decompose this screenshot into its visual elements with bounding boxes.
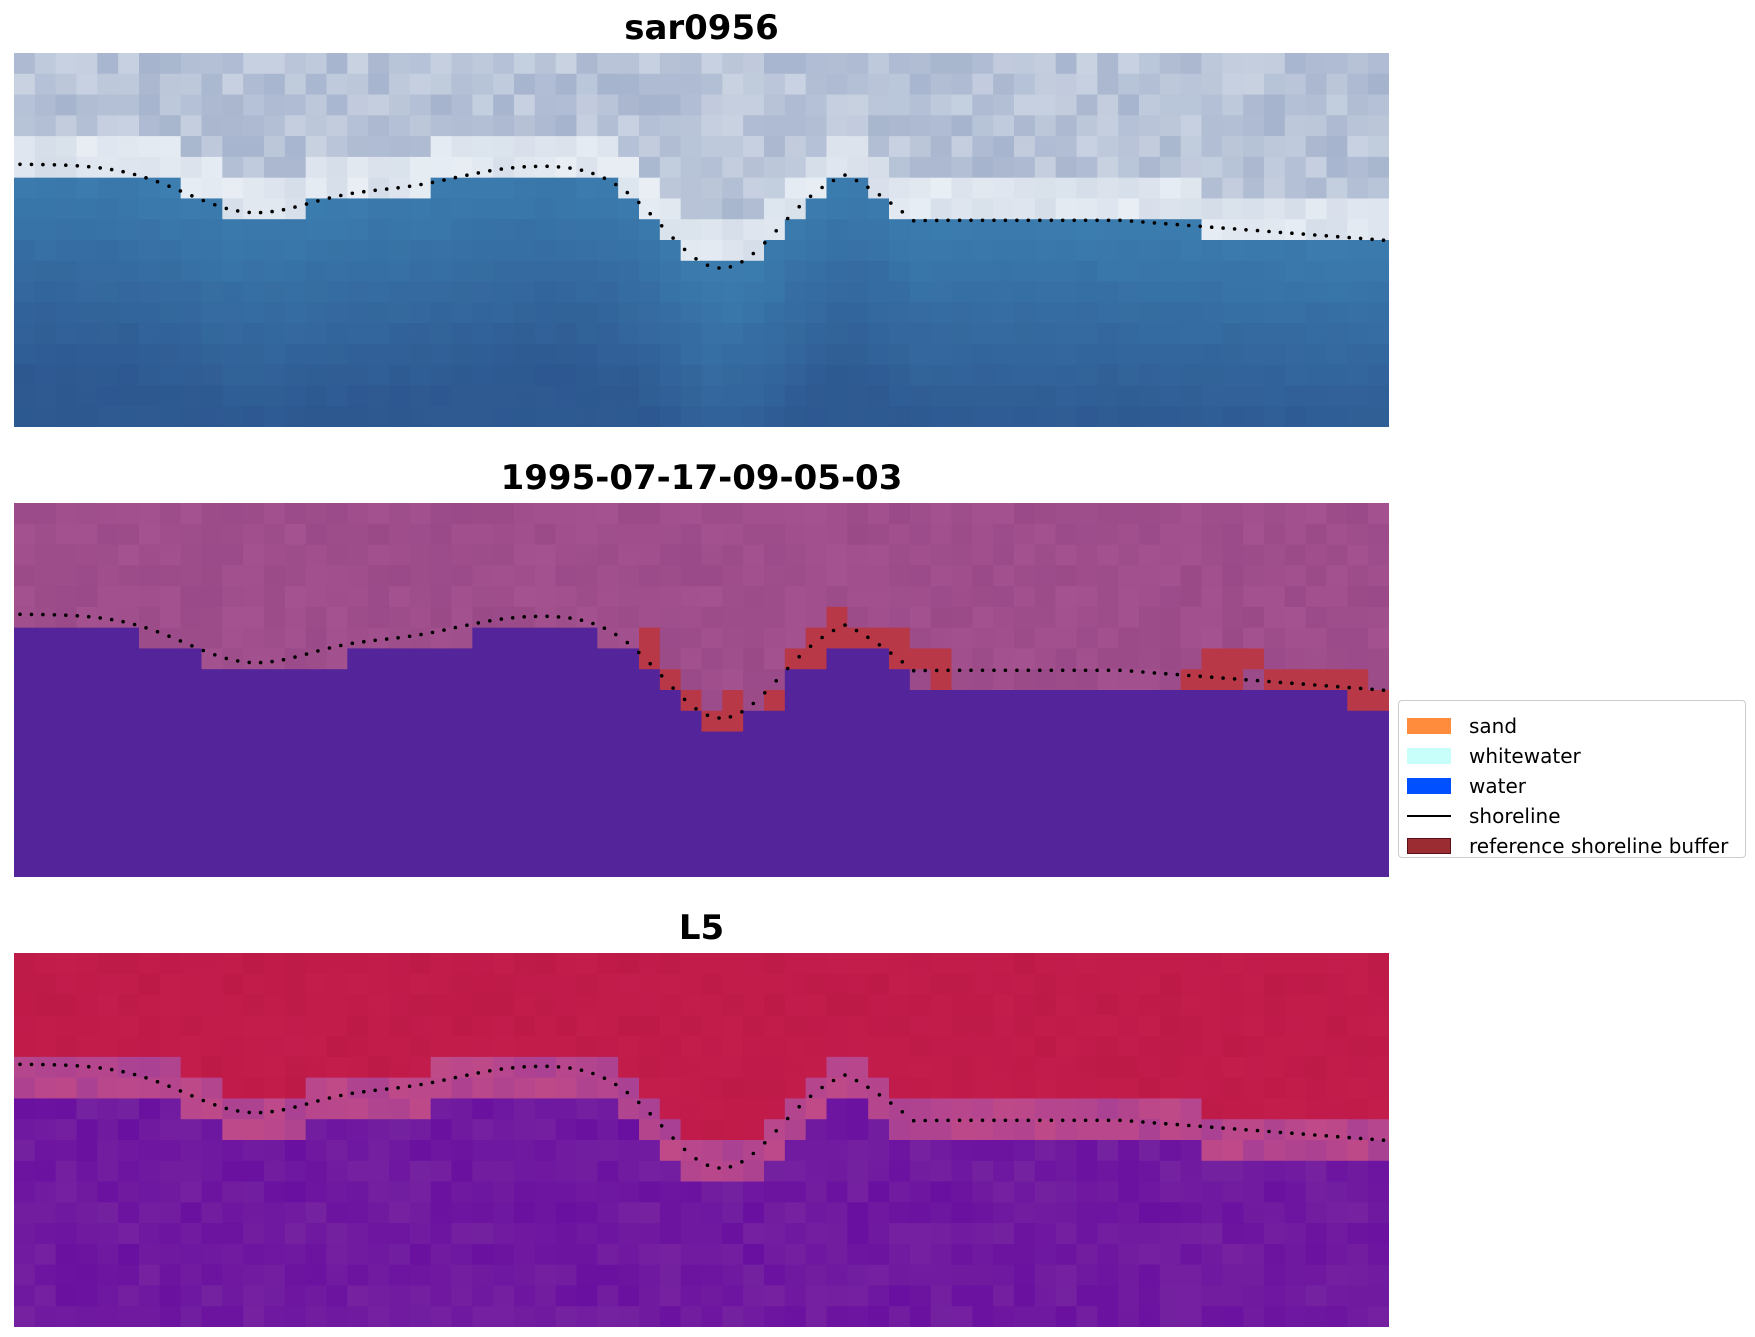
raster-image [14, 953, 1389, 1327]
legend-item-sand: sand [1407, 711, 1517, 741]
shoreline-dots [18, 1062, 1386, 1170]
reference-buffer-swatch [1407, 838, 1451, 854]
water-swatch [1407, 778, 1451, 794]
index-image-panel [14, 953, 1389, 1327]
shoreline-dots [18, 162, 1386, 270]
panel-title-1: sar0956 [624, 8, 779, 48]
panel-title-2: 1995-07-17-09-05-03 [500, 458, 903, 498]
sand-swatch [1407, 718, 1451, 734]
panel-title-3: L5 [678, 908, 725, 948]
classified-image-panel [14, 503, 1389, 877]
whitewater-swatch [1407, 748, 1451, 764]
legend-item-whitewater: whitewater [1407, 741, 1581, 771]
raster-image [14, 53, 1389, 427]
legend-item-shoreline: shoreline [1407, 801, 1561, 831]
legend-label: whitewater [1469, 744, 1581, 768]
legend: sand whitewater water shoreline referenc… [1398, 700, 1746, 858]
shoreline-dots [18, 612, 1386, 720]
legend-item-reference-buffer: reference shoreline buffer [1407, 831, 1728, 861]
legend-label: shoreline [1469, 804, 1561, 828]
legend-label: water [1469, 774, 1526, 798]
raster-image [14, 503, 1389, 877]
rgb-image-panel [14, 53, 1389, 427]
legend-label: reference shoreline buffer [1469, 834, 1729, 858]
legend-label: sand [1469, 714, 1518, 738]
legend-item-water: water [1407, 771, 1526, 801]
shoreline-line-swatch [1407, 815, 1451, 817]
